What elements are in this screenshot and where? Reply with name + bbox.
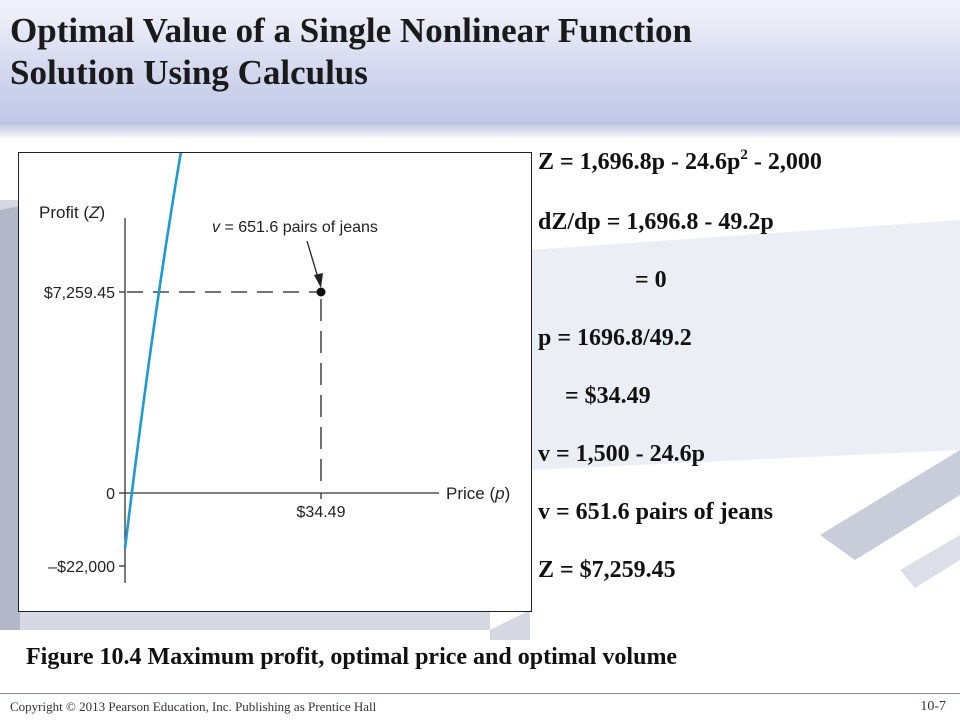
x-tick-label-optimal-price: $34.49	[297, 504, 346, 521]
y-tick-label-zero: 0	[106, 486, 115, 503]
slide-title-line2: Solution Using Calculus	[10, 53, 368, 92]
y-tick-label-max: $7,259.45	[44, 285, 115, 302]
copyright-notice: Copyright © 2013 Pearson Education, Inc.…	[10, 699, 377, 714]
diagonal-stripe-upper	[820, 450, 960, 560]
diagonal-stripe-lower	[900, 535, 960, 588]
chart-frame: Profit (Z) Price (p) $7,259.45 0 –$22,00…	[18, 152, 532, 612]
y-axis-label: Profit (Z)	[39, 203, 105, 222]
chart-backdrop-edge	[0, 206, 20, 630]
equation-price-value: = $34.49	[565, 383, 651, 409]
right-panel-shade	[530, 220, 960, 470]
y-tick-label-min: –$22,000	[48, 559, 115, 576]
equation-profit-function: Z = 1,696.8p - 24.6p2 - 2,000	[538, 147, 822, 175]
chart-corner-shade	[490, 610, 530, 640]
annotation-arrow-head	[314, 273, 323, 288]
equation-price-solve: p = 1696.8/49.2	[538, 325, 692, 351]
title-band	[0, 0, 960, 122]
x-axis-label: Price (p)	[446, 484, 510, 503]
profit-chart: Profit (Z) Price (p) $7,259.45 0 –$22,00…	[39, 153, 510, 583]
figure-caption: Figure 10.4 Maximum profit, optimal pric…	[26, 644, 678, 670]
equation-volume-value: v = 651.6 pairs of jeans	[538, 499, 774, 525]
optimum-annotation: v = 651.6 pairs of jeans	[212, 219, 378, 236]
page-number: 10-7	[920, 699, 946, 714]
slide-title-line1: Optimal Value of a Single Nonlinear Func…	[10, 11, 692, 50]
equation-derivative: dZ/dp = 1,696.8 - 49.2p	[538, 209, 774, 235]
equation-derivative-zero: = 0	[635, 267, 667, 293]
equation-volume-function: v = 1,500 - 24.6p	[538, 441, 706, 467]
footer-divider	[0, 693, 960, 694]
profit-curve	[123, 153, 183, 549]
title-shadow	[0, 122, 960, 140]
slide-title: Optimal Value of a Single Nonlinear Func…	[10, 10, 940, 94]
equation-max-profit: Z = $7,259.45	[538, 557, 676, 583]
optimum-point	[316, 287, 326, 297]
